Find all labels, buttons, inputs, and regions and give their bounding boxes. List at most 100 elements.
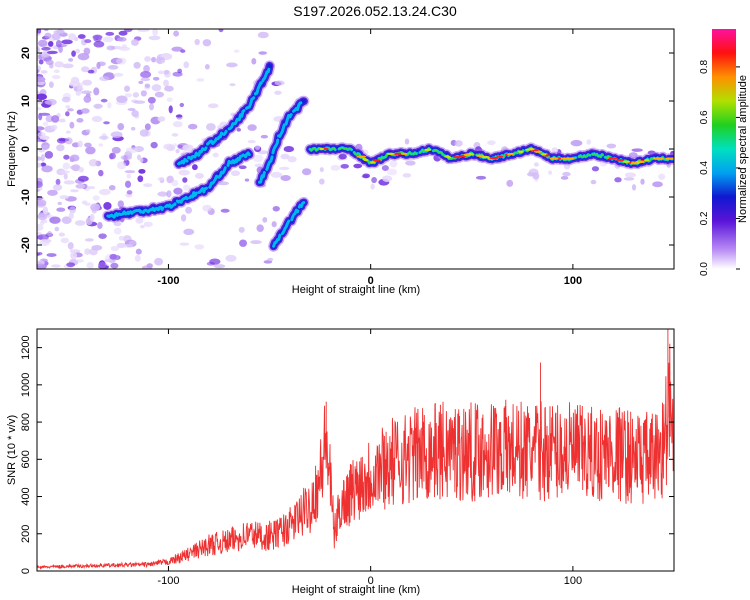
ridge-peak [400, 152, 408, 155]
ridge-peak [323, 147, 329, 151]
spectrogram-noise-blob [92, 34, 103, 40]
spectrogram-noise-blob [66, 262, 76, 268]
spectrogram-noise-blob [157, 116, 166, 122]
spectrogram-noise-blob [140, 71, 152, 79]
ridge-peak [372, 159, 381, 162]
spectrogram-noise-blob [124, 85, 131, 92]
ridge-peak [370, 161, 376, 164]
spectrogram-noise-blob [172, 121, 183, 128]
spectrogram-noise-blob [454, 140, 463, 147]
spectrogram-noise-blob [586, 139, 592, 145]
ridge-layer [272, 201, 306, 248]
spectrogram-noise-blob [138, 168, 146, 174]
ridge-peak [464, 153, 470, 157]
spectrogram-noise-blob [77, 175, 89, 182]
colorbar-tick-label: 0.8 [699, 60, 710, 74]
spectrogram-noise-blob [37, 138, 40, 143]
spectrogram-noise-blob [93, 40, 105, 48]
spectrogram-noise-blob [319, 167, 324, 173]
spectrogram-noise-blob [147, 96, 156, 104]
spectrogram-noise-blob [96, 61, 101, 70]
spectrogram-noise-blob [590, 179, 597, 185]
spectrogram-noise-blob [143, 64, 150, 73]
spectrogram-noise-blob [37, 213, 48, 221]
spectrogram-noise-blob [69, 165, 79, 170]
spectrogram-noise-blob [238, 165, 247, 170]
spectrogram-noise-blob [41, 46, 51, 51]
spectrogram-noise-blob [87, 69, 95, 74]
spectrogram-noise-blob [52, 184, 63, 191]
spectrogram-noise-blob [47, 231, 53, 236]
spectrogram-noise-blob [230, 170, 241, 177]
ridge-peak [541, 153, 547, 156]
spectrogram-noise-blob [386, 168, 398, 176]
spectrogram-noise-blob [76, 118, 84, 123]
spectrogram-noise-blob [86, 262, 94, 269]
spectrogram-noise-blob [548, 170, 553, 175]
spectrogram-noise-blob [37, 162, 42, 168]
spectrogram-noise-blob [42, 144, 50, 150]
ridge-lower-branch [102, 147, 255, 223]
spectrogram-noise-blob [39, 135, 50, 141]
spectrogram-noise-blob [155, 56, 166, 64]
spectrogram-noise-blob [117, 200, 124, 208]
spectrogram-noise-blob [99, 76, 110, 82]
spectrogram-noise-blob [175, 114, 183, 118]
spectrogram-noise-blob [209, 258, 221, 265]
spectrogram-noise-blob [267, 257, 274, 262]
snr-ytick-label: 800 [20, 413, 32, 431]
spectrogram-noise-blob [82, 79, 93, 86]
spectrogram-noise-blob [105, 31, 115, 36]
ridge-peak [446, 156, 451, 159]
spectrogram-noise-blob [111, 146, 121, 154]
spectrogram-noise-blob [51, 74, 61, 80]
spectrogram-noise-blob [244, 178, 250, 182]
spectrogram-noise-blob [109, 152, 116, 160]
spectrogram-noise-blob [78, 166, 84, 173]
spectrogram-noise-blob [40, 70, 48, 74]
spectrogram-noise-blob [80, 90, 93, 95]
spectrogram-noise-blob [183, 61, 190, 69]
spectrogram-noise-blob [49, 216, 61, 224]
colorbar-label: Normalized spectral amplitude [737, 75, 749, 223]
spectrogram-noise-blob [69, 154, 80, 162]
spectrogram-noise-blob [171, 179, 179, 187]
spectrogram-noise-blob [172, 143, 177, 147]
snr-series-line [37, 329, 674, 571]
spectrogram-noise-blob [100, 98, 108, 103]
spectrogram-noise-blob [47, 41, 54, 47]
spectrogram-noise-blob [220, 208, 230, 213]
spectrogram-noise-blob [233, 49, 240, 53]
spectrogram-noise-blob [62, 162, 70, 170]
spectrogram-noise-blob [251, 58, 257, 65]
ridge-peak [560, 157, 568, 160]
snr-ytick-label: 600 [20, 450, 32, 468]
spectrogram-noise-blob [260, 134, 269, 139]
spectrogram-noise-blob [40, 154, 45, 162]
spectrogram-xlabel: Height of straight line (km) [292, 284, 420, 296]
spectrogram-noise-blob [152, 76, 160, 81]
spectrogram-noise-blob [88, 159, 99, 167]
spectrogram-noise-blob [87, 186, 96, 190]
spectrogram-noise-blob [84, 39, 92, 44]
spectrogram-noise-blob [113, 221, 122, 227]
snr-ytick-label: 0 [20, 568, 32, 574]
spectrogram-noise-blob [570, 139, 583, 147]
spectrogram-noise-blob [74, 220, 86, 226]
spectrogram-noise-blob [252, 154, 264, 163]
spectrogram-noise-blob [80, 108, 90, 114]
spectrogram-noise-blob [66, 108, 74, 112]
spectrogram-noise-blob [68, 212, 74, 219]
spectrogram-noise-blob [132, 92, 139, 98]
spectrogram-noise-blob [256, 224, 264, 232]
spectrogram-noise-blob [113, 227, 122, 235]
spectrogram-noise-blob [37, 181, 43, 189]
spectrogram-noise-blob [340, 163, 349, 169]
ridge-peak [623, 160, 631, 163]
spectrogram-noise-blob [278, 166, 290, 171]
spectrogram-noise-blob [255, 144, 261, 150]
spectrogram-noise-blob [640, 178, 645, 185]
spectrogram-noise-blob [110, 245, 120, 252]
spectrogram-noise-blob [179, 102, 185, 108]
snr-xlabel: Height of straight line (km) [292, 584, 420, 596]
